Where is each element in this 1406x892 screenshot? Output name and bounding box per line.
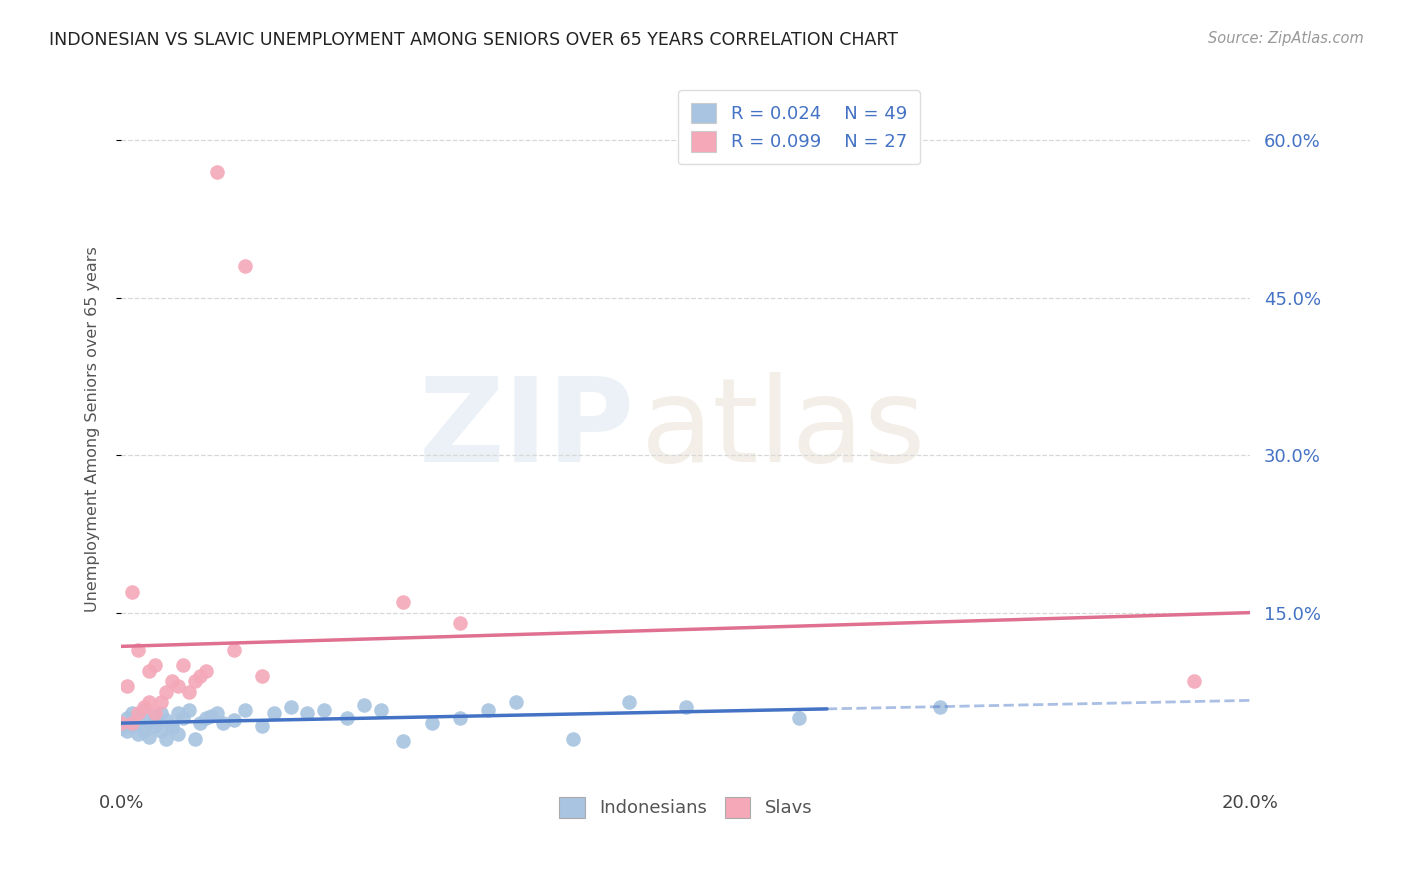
Point (392, 595, 415, 609)
Point (166, 706, 188, 720)
Point (177, 684, 200, 698)
Point (252, 719, 274, 733)
Point (138, 730, 160, 744)
Point (370, 703, 392, 717)
Point (336, 711, 359, 725)
Point (183, 674, 205, 689)
Point (928, 700, 950, 714)
Legend: Indonesians, Slavs: Indonesians, Slavs (553, 789, 820, 825)
Point (155, 731, 177, 746)
Point (160, 719, 183, 733)
Point (121, 716, 143, 731)
Point (619, 695, 641, 709)
Point (166, 727, 188, 741)
Point (115, 723, 138, 738)
Point (138, 695, 160, 709)
Point (115, 711, 138, 725)
Point (127, 727, 149, 741)
Point (160, 722, 183, 736)
Point (143, 709, 166, 723)
Point (160, 674, 183, 689)
Point (166, 680, 188, 694)
Point (183, 731, 205, 746)
Point (143, 658, 166, 673)
Point (314, 703, 336, 717)
Point (121, 719, 143, 733)
Point (392, 734, 415, 748)
Point (477, 703, 499, 717)
Point (121, 706, 143, 720)
Point (211, 716, 233, 731)
Point (115, 680, 138, 694)
Text: INDONESIAN VS SLAVIC UNEMPLOYMENT AMONG SENIORS OVER 65 YEARS CORRELATION CHART: INDONESIAN VS SLAVIC UNEMPLOYMENT AMONG … (49, 31, 898, 49)
Point (449, 616, 471, 631)
Point (353, 698, 375, 713)
Point (172, 658, 194, 673)
Point (297, 706, 319, 720)
Point (132, 703, 155, 717)
Point (561, 731, 583, 746)
Text: Source: ZipAtlas.com: Source: ZipAtlas.com (1208, 31, 1364, 46)
Point (138, 716, 160, 731)
Point (143, 719, 166, 733)
Y-axis label: Unemployment Among Seniors over 65 years: Unemployment Among Seniors over 65 years (86, 246, 100, 612)
Point (149, 695, 172, 709)
Text: ZIP: ZIP (419, 372, 636, 487)
Point (252, 669, 274, 683)
Point (235, 703, 257, 717)
Point (188, 716, 211, 731)
Point (194, 711, 217, 725)
Text: atlas: atlas (641, 372, 927, 487)
Point (235, 260, 257, 274)
Point (787, 711, 810, 725)
Point (138, 664, 160, 678)
Point (205, 706, 228, 720)
Point (172, 711, 194, 725)
Point (177, 703, 200, 717)
Point (127, 706, 149, 720)
Point (1182, 674, 1205, 689)
Point (280, 700, 302, 714)
Point (188, 669, 211, 683)
Point (155, 713, 177, 727)
Point (194, 664, 217, 678)
Point (205, 165, 228, 179)
Point (222, 713, 245, 727)
Point (110, 716, 132, 731)
Point (127, 642, 149, 657)
Point (149, 723, 172, 738)
Point (420, 716, 443, 731)
Point (200, 709, 222, 723)
Point (155, 684, 177, 698)
Point (132, 723, 155, 738)
Point (132, 700, 155, 714)
Point (110, 722, 132, 736)
Point (121, 585, 143, 599)
Point (505, 695, 527, 709)
Point (263, 706, 285, 720)
Point (222, 642, 245, 657)
Point (127, 713, 149, 727)
Point (449, 711, 471, 725)
Point (675, 700, 697, 714)
Point (143, 706, 166, 720)
Point (149, 706, 172, 720)
